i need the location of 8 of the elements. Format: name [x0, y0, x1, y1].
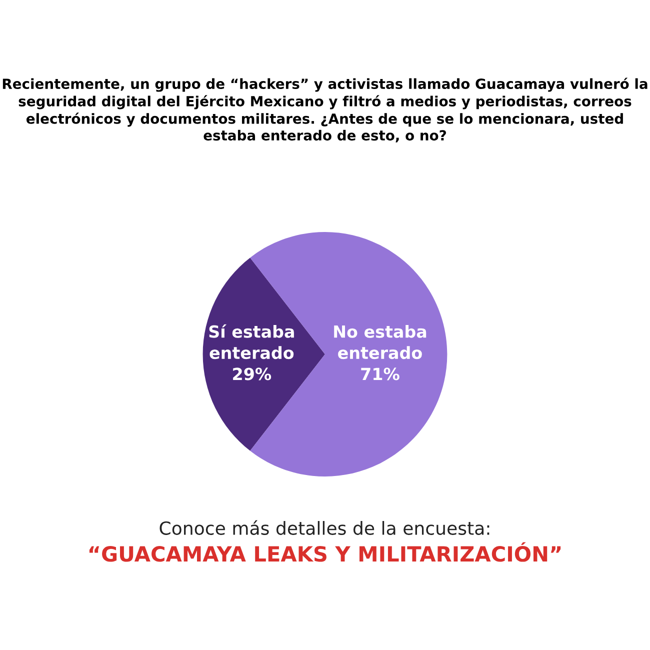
slice-label: Sí estaba enterado	[209, 324, 294, 360]
data-label: 29%	[233, 368, 272, 380]
text: Conoce más detalles de la encuesta:	[160, 520, 490, 535]
text: “GUACAMAYA LEAKS Y MILITARIZACIÓN”	[89, 542, 561, 562]
slice-label: No estaba enterado	[334, 324, 426, 360]
pie-slice	[202, 258, 325, 451]
chart-title: Recientemente, un grupo de “hackers” y activistas llamado Guacamaya vulneró la seguridad digital del Ejército Mexicano y filtró a medios y periodistas, correos electrónicos y documentos militares. ¿Antes de que se lo mencionara, usted estaba enterado de esto, o no?	[2, 78, 648, 142]
data-label: 71%	[361, 368, 400, 380]
